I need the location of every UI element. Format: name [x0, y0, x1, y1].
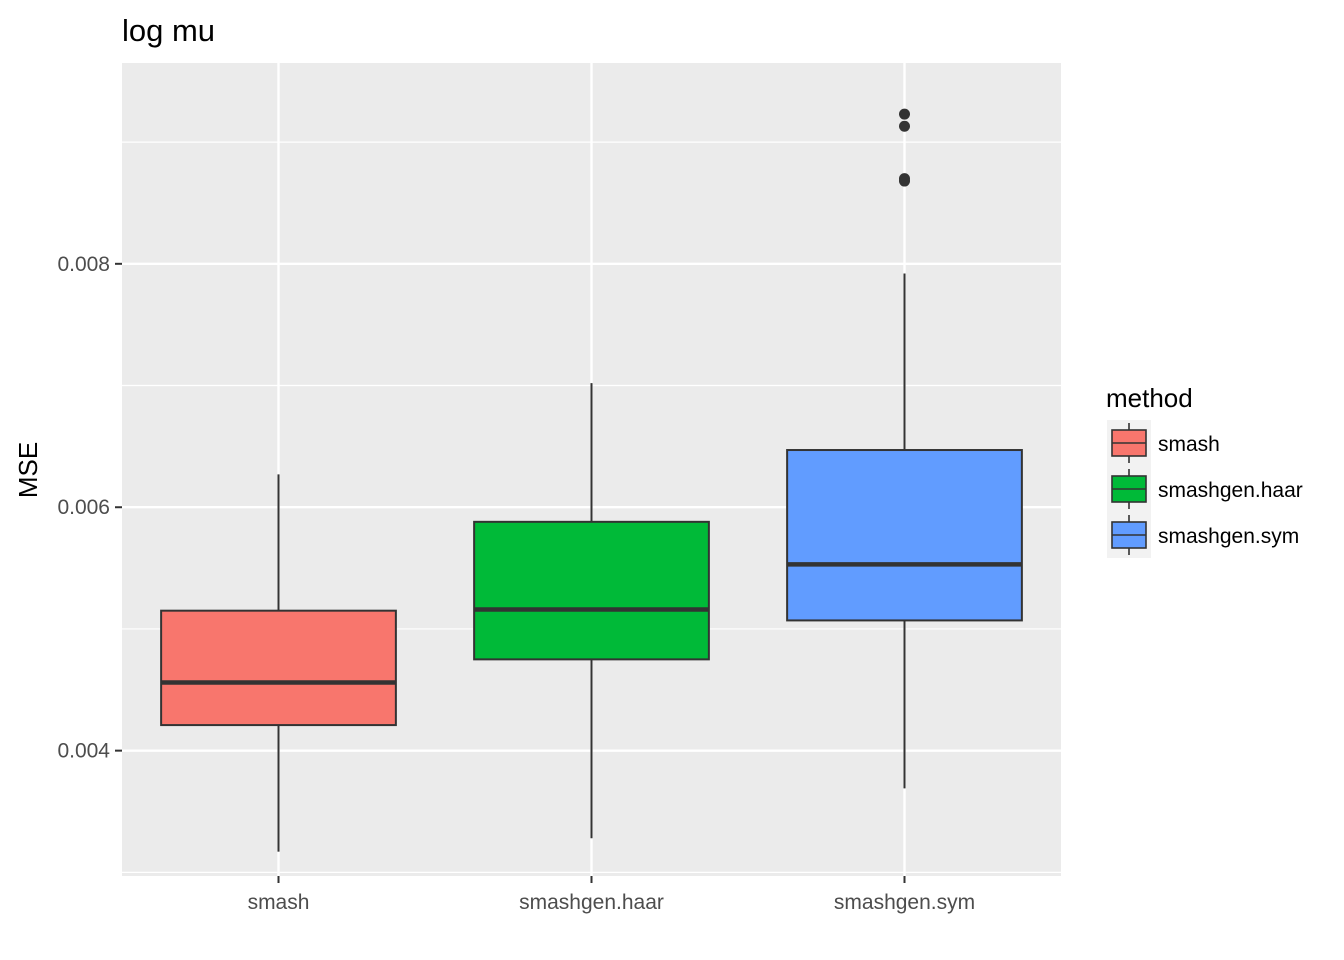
chart-title: log mu: [122, 13, 215, 48]
x-tick-label: smashgen.haar: [519, 891, 664, 914]
box: [473, 520, 710, 661]
outlier-point: [899, 120, 910, 132]
boxplots: [160, 108, 1023, 852]
legend-label: smashgen.sym: [1158, 525, 1299, 548]
x-tick-label: smash: [248, 891, 310, 914]
y-tick-label: 0.004: [57, 740, 110, 763]
boxplot-smashgen.sym: [786, 108, 1023, 789]
boxplot-smash: [160, 474, 397, 852]
box: [786, 449, 1023, 622]
outlier-point: [899, 108, 910, 120]
legend-item-smashgen.sym: smashgen.sym: [1107, 512, 1299, 558]
legend: method smash smashgen.haar smashgen.sym: [1106, 383, 1303, 558]
boxplot-smashgen.haar: [473, 383, 710, 839]
legend-label: smashgen.haar: [1158, 479, 1303, 502]
legend-label: smash: [1158, 433, 1220, 456]
y-tick-label: 0.006: [57, 496, 110, 519]
x-axis: smash smashgen.haar smashgen.sym: [248, 876, 975, 914]
y-axis-title: MSE: [13, 442, 43, 498]
y-tick-label: 0.008: [57, 253, 110, 276]
legend-item-smashgen.haar: smashgen.haar: [1107, 466, 1303, 512]
x-tick-label: smashgen.sym: [834, 891, 975, 914]
legend-title: method: [1106, 383, 1193, 413]
legend-item-smash: smash: [1107, 420, 1220, 466]
outlier-point: [899, 173, 910, 185]
box: [160, 609, 397, 727]
y-axis: 0.004 0.006 0.008: [57, 253, 122, 763]
